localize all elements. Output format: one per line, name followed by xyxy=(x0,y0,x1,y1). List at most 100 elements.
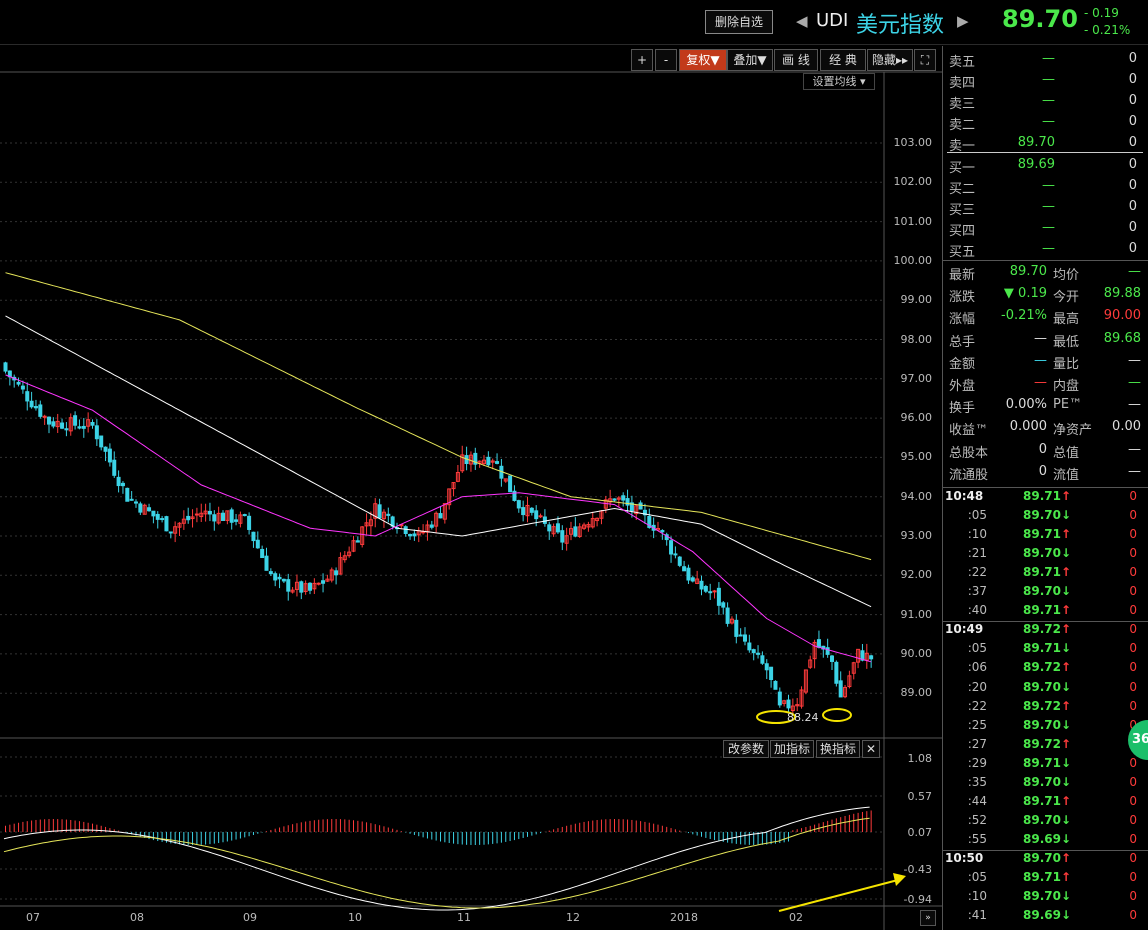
price-tick-label: 98.00 xyxy=(900,332,933,346)
tick-volume: 0 xyxy=(1129,908,1137,923)
quote-value: — xyxy=(1034,375,1047,390)
ask-price: — xyxy=(1042,114,1055,129)
chart-grid xyxy=(0,71,942,930)
kline-chart[interactable] xyxy=(0,46,942,930)
up-arrow-icon: ↑ xyxy=(1061,527,1072,542)
candle-body xyxy=(33,406,38,409)
candle-body xyxy=(368,519,373,527)
quote-row: 换手 0.00% PE™ — xyxy=(949,397,1145,419)
candle-body xyxy=(321,580,326,584)
tick-price: 89.72 xyxy=(1023,660,1061,675)
candle-body xyxy=(273,573,278,581)
candle-body xyxy=(342,555,347,561)
close-icon[interactable]: ✕ xyxy=(862,740,880,758)
quote-value: 0.000 xyxy=(1009,419,1047,435)
low-price-label: 88.24 xyxy=(787,711,819,724)
ask-volume: 0 xyxy=(1128,72,1137,87)
prev-arrow-icon[interactable]: ◀ xyxy=(796,12,808,30)
quote-label: 金额 xyxy=(949,356,976,372)
ma-line-long xyxy=(5,272,872,561)
quote-label: 涨跌 xyxy=(949,290,976,306)
candle-body xyxy=(168,531,173,534)
candle-body xyxy=(408,534,413,537)
hide-panel-button[interactable]: 隐藏▸▸ xyxy=(867,49,913,71)
candle-body xyxy=(743,634,747,642)
price-change: - 0.19 xyxy=(1084,6,1119,20)
price-tick-label: 99.00 xyxy=(900,293,933,307)
adjust-rights-dropdown[interactable]: 复权▼ xyxy=(679,49,727,71)
candle-body xyxy=(325,578,330,582)
candle-body xyxy=(586,524,591,528)
candle-body xyxy=(825,647,830,655)
candle-body xyxy=(682,566,687,572)
tick-time: :05 xyxy=(967,641,987,656)
adjust-rights-label: 复权 xyxy=(686,53,711,67)
tick-time: :44 xyxy=(967,793,987,808)
bid-row: 买四 — 0 xyxy=(949,220,1145,241)
tick-volume: 0 xyxy=(1129,546,1137,561)
quote-label: 均价 xyxy=(1053,268,1080,283)
next-arrow-icon[interactable]: ▶ xyxy=(957,12,969,30)
candle-body xyxy=(621,495,626,501)
tick-price: 89.71 xyxy=(1023,527,1061,542)
macd-tick-label: -0.43 xyxy=(903,863,932,876)
candle-body xyxy=(451,482,456,490)
swap-indicator-button[interactable]: 换指标 xyxy=(816,740,860,758)
down-arrow-icon: ↓ xyxy=(1061,679,1072,694)
edit-params-button[interactable]: 改参数 xyxy=(723,740,769,758)
tick-price: 89.72 xyxy=(1023,736,1061,751)
up-arrow-icon: ↑ xyxy=(1061,870,1072,884)
floating-badge[interactable]: 36 xyxy=(1128,720,1148,760)
tick-price: 89.72 xyxy=(1023,622,1061,637)
bid-price: — xyxy=(1042,220,1055,235)
draw-lines-button[interactable]: 画 线 xyxy=(774,49,818,71)
zoom-out-button[interactable]: - xyxy=(655,49,677,71)
bid-label: 买五 xyxy=(949,245,976,260)
tick-volume: 0 xyxy=(1129,755,1137,770)
tick-time: 10:50 xyxy=(945,850,984,865)
up-arrow-icon: ↑ xyxy=(1061,736,1072,751)
scroll-right-icon[interactable]: » xyxy=(920,910,936,926)
candle-body xyxy=(542,516,547,524)
candle-body xyxy=(786,699,791,709)
candle-body xyxy=(360,526,365,545)
candle-body xyxy=(712,590,717,593)
candle-body xyxy=(555,523,560,533)
candle-body xyxy=(851,662,856,674)
quote-label: 总值 xyxy=(1053,445,1080,461)
down-arrow-icon: ↓ xyxy=(1061,755,1072,770)
quote-label: 总股本 xyxy=(949,445,989,461)
candle-body xyxy=(329,569,334,581)
candle-body xyxy=(194,513,199,516)
time-tick-label: 09 xyxy=(243,911,257,924)
ask-label: 卖一 xyxy=(949,139,976,154)
tick-price: 89.70 xyxy=(1023,774,1061,789)
tick-price: 89.71 xyxy=(1023,755,1061,770)
classic-view-button[interactable]: 经 典 xyxy=(820,49,866,71)
ask-label: 卖三 xyxy=(949,97,976,112)
delete-watchlist-button[interactable]: 删除自选 xyxy=(705,10,773,34)
overlay-dropdown[interactable]: 叠加▼ xyxy=(727,49,773,71)
caret-down-icon: ▼ xyxy=(757,53,767,67)
candle-body xyxy=(316,582,321,585)
moving-average-lines xyxy=(5,272,872,663)
candle-body xyxy=(338,557,343,575)
quote-label: 流值 xyxy=(1053,467,1080,483)
add-indicator-button[interactable]: 加指标 xyxy=(770,740,814,758)
ma-settings-dropdown[interactable]: 设置均线 ▾ xyxy=(803,73,875,90)
fullscreen-icon[interactable]: ⛶ xyxy=(914,49,936,71)
tick-row: 10:49 89.72 ↑ 0 xyxy=(943,622,1148,641)
candle-body xyxy=(716,587,721,606)
candle-body xyxy=(816,639,821,648)
up-arrow-icon: ↑ xyxy=(1061,660,1072,675)
tick-time: :21 xyxy=(967,546,987,561)
candle-body xyxy=(590,518,595,528)
candle-body xyxy=(629,502,634,512)
candle-body xyxy=(616,497,621,500)
zoom-in-button[interactable]: + xyxy=(631,49,653,71)
candle-body xyxy=(725,607,730,624)
time-tick-label: 2018 xyxy=(670,911,698,924)
quote-row: 收益™ 0.000 净资产 0.00 xyxy=(949,419,1145,441)
ask-price: 89.70 xyxy=(1017,135,1055,150)
ask-row: 卖五 — 0 xyxy=(949,51,1145,72)
